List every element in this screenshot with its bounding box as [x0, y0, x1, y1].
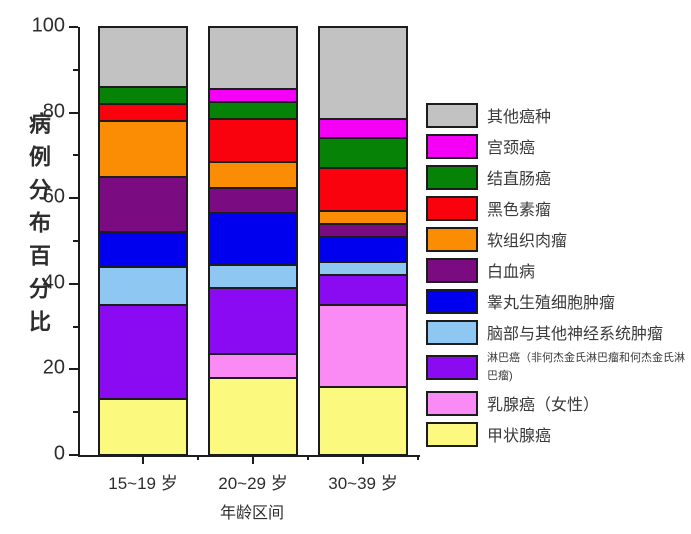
y-tick-minor — [73, 68, 78, 71]
x-tick-major — [142, 455, 144, 464]
bar-segment-脑部与其他神经系统肿瘤 — [209, 264, 297, 289]
bar-segment-宫颈癌 — [209, 89, 297, 102]
legend-item: 乳腺癌（女性） — [426, 390, 687, 416]
bar-segment-白血病 — [319, 223, 407, 237]
y-tick-major — [69, 454, 78, 456]
legend-item: 结直肠癌 — [426, 164, 687, 190]
bar-segment-结直肠癌 — [99, 87, 187, 105]
y-axis-title: 病例分布百分比 — [26, 112, 51, 343]
bar-segment-甲状腺癌 — [209, 377, 297, 455]
y-tick-major — [69, 282, 78, 285]
bar-segment-其他癌种 — [209, 27, 297, 90]
y-tick-label: 20 — [42, 356, 65, 379]
bar-segment-宫颈癌 — [319, 119, 407, 139]
bar-segment-黑色素瘤 — [319, 168, 407, 212]
legend-item: 其他癌种 — [426, 102, 687, 128]
y-tick-label: 80 — [42, 100, 65, 123]
legend-swatch — [426, 257, 478, 283]
y-tick-label: 0 — [53, 442, 65, 465]
x-tick-label: 20~29 岁 — [218, 474, 288, 493]
x-axis-title: 年龄区间 — [219, 505, 285, 522]
bar-segment-黑色素瘤 — [209, 119, 297, 162]
legend-swatch — [426, 226, 478, 252]
x-tick-major — [362, 455, 364, 464]
bar-segment-淋巴癌（非何杰金氏淋巴瘤和何杰金氏淋巴瘤) — [209, 288, 297, 355]
legend-label: 宫颈癌 — [487, 140, 536, 157]
legend-swatch — [426, 319, 478, 345]
legend-item: 淋巴癌（非何杰金氏淋巴瘤和何杰金氏淋巴瘤) — [426, 350, 687, 385]
stacked-bar-30~39 岁 — [318, 26, 408, 456]
bar-segment-白血病 — [99, 176, 187, 233]
legend-swatch — [426, 102, 478, 128]
legend-label: 黑色素瘤 — [487, 202, 552, 219]
bar-segment-其他癌种 — [319, 27, 407, 120]
bar-segment-软组织肉瘤 — [99, 121, 187, 177]
x-tick-minor — [197, 455, 199, 460]
bar-segment-黑色素瘤 — [99, 104, 187, 122]
y-tick-label: 60 — [42, 185, 65, 208]
y-tick-label: 100 — [31, 14, 65, 37]
legend-label: 乳腺癌（女性） — [487, 397, 600, 415]
bar-segment-睾丸生殖细胞肿瘤 — [209, 213, 297, 265]
legend-item: 软组织肉瘤 — [426, 226, 687, 252]
bar-segment-白血病 — [209, 187, 297, 214]
y-tick-major — [69, 197, 78, 200]
legend: 其他癌种宫颈癌结直肠癌黑色素瘤软组织肉瘤白血病睾丸生殖细胞肿瘤脑部与其他神经系统… — [426, 102, 687, 447]
bar-segment-软组织肉瘤 — [209, 161, 297, 188]
y-tick-minor — [73, 325, 78, 328]
y-tick-major — [69, 368, 78, 371]
legend-item: 脑部与其他神经系统肿瘤 — [426, 319, 687, 345]
bar-segment-乳腺癌（女性） — [209, 354, 297, 378]
bar-segment-乳腺癌（女性） — [319, 305, 407, 387]
bar-segment-睾丸生殖细胞肿瘤 — [319, 236, 407, 263]
bar-segment-淋巴癌（非何杰金氏淋巴瘤和何杰金氏淋巴瘤) — [99, 305, 187, 400]
x-tick-minor — [307, 455, 309, 460]
bar-segment-睾丸生殖细胞肿瘤 — [99, 232, 187, 267]
legend-item: 白血病 — [426, 257, 687, 283]
legend-label: 睾丸生殖细胞肿瘤 — [487, 295, 616, 312]
y-tick-major — [69, 26, 78, 28]
legend-item: 宫颈癌 — [426, 133, 687, 159]
legend-swatch — [426, 390, 478, 416]
legend-item: 甲状腺癌 — [426, 421, 687, 447]
bar-segment-脑部与其他神经系统肿瘤 — [319, 262, 407, 276]
legend-swatch — [426, 421, 478, 447]
x-tick-minor — [417, 455, 419, 460]
legend-swatch — [426, 355, 478, 381]
legend-item: 黑色素瘤 — [426, 195, 687, 221]
bar-segment-淋巴癌（非何杰金氏淋巴瘤和何杰金氏淋巴瘤) — [319, 275, 407, 306]
y-tick-label: 40 — [42, 271, 65, 294]
bar-segment-其他癌种 — [99, 27, 187, 87]
bar-segment-甲状腺癌 — [99, 399, 187, 455]
stacked-bar-15~19 岁 — [98, 26, 188, 456]
bar-segment-结直肠癌 — [209, 101, 297, 120]
legend-label: 其他癌种 — [487, 109, 552, 126]
stacked-bar-20~29 岁 — [208, 26, 298, 456]
bar-segment-软组织肉瘤 — [319, 211, 407, 224]
legend-label: 白血病 — [487, 264, 536, 281]
legend-item: 睾丸生殖细胞肿瘤 — [426, 288, 687, 314]
bar-segment-甲状腺癌 — [319, 386, 407, 455]
legend-label: 结直肠癌 — [487, 171, 552, 188]
y-tick-minor — [73, 240, 78, 242]
legend-swatch — [426, 164, 478, 190]
legend-swatch — [426, 195, 478, 221]
y-tick-minor — [73, 154, 78, 157]
legend-label: 脑部与其他神经系统肿瘤 — [487, 326, 664, 343]
legend-label: 软组织肉瘤 — [487, 233, 568, 250]
x-tick-label: 30~39 岁 — [328, 474, 398, 493]
legend-label: 淋巴癌（非何杰金氏淋巴瘤和何杰金氏淋巴瘤) — [487, 352, 685, 382]
bar-segment-脑部与其他神经系统肿瘤 — [99, 266, 187, 306]
legend-swatch — [426, 133, 478, 159]
x-tick-major — [252, 455, 254, 464]
bar-segment-结直肠癌 — [319, 138, 407, 169]
x-tick-label: 15~19 岁 — [108, 474, 178, 493]
legend-swatch — [426, 288, 478, 314]
legend-label: 甲状腺癌 — [487, 428, 552, 446]
y-tick-minor — [73, 411, 78, 414]
y-tick-major — [69, 111, 78, 114]
plot-area: 年龄区间 0 20 40 60 80 100 15~19 岁 20~29 岁 30~39 岁 — [32, 15, 420, 522]
